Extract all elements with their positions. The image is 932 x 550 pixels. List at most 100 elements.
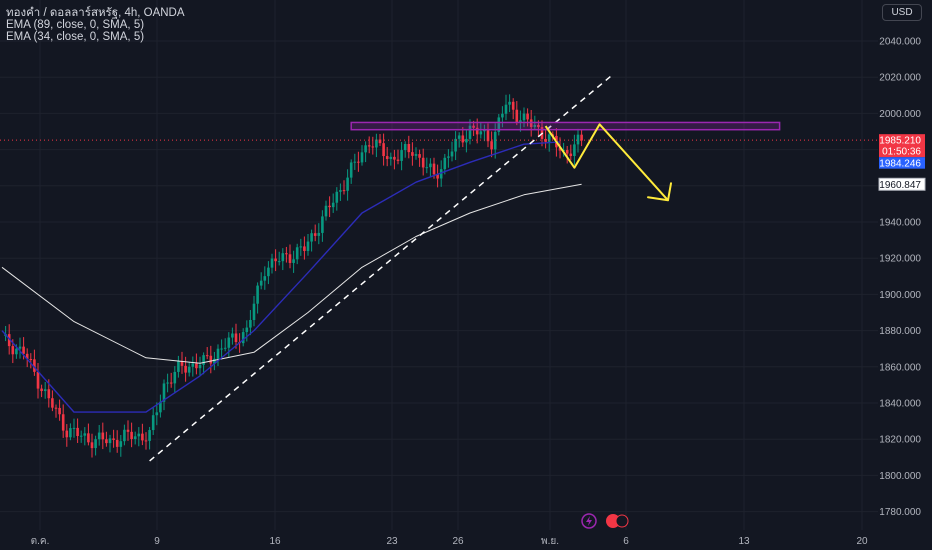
candle-body	[439, 169, 443, 179]
candle-body	[227, 337, 231, 348]
us-flag-event-icon[interactable]	[606, 514, 620, 528]
candle-body	[263, 276, 267, 281]
y-axis-label: 1920.000	[879, 254, 921, 265]
candle-body	[18, 346, 22, 349]
candle-body	[108, 438, 112, 444]
candle-body	[223, 347, 227, 349]
candle-body	[306, 241, 310, 251]
y-axis-label: 2040.000	[879, 37, 921, 48]
x-axis-label: 16	[269, 536, 281, 547]
candle-body	[403, 143, 407, 151]
candle-body	[54, 407, 58, 409]
last-price-tag-text: 01:50:36	[882, 147, 921, 158]
y-axis-label: 1840.000	[879, 399, 921, 410]
us-flag-event-icon-2[interactable]	[615, 514, 629, 528]
candle-body	[454, 138, 457, 152]
candle-body	[511, 101, 515, 110]
candle-body	[191, 363, 195, 367]
candle-body	[166, 382, 169, 384]
candle-body	[522, 113, 526, 121]
candle-body	[331, 202, 335, 208]
last-price-tag	[879, 134, 925, 158]
x-axis-label: 6	[623, 536, 629, 547]
candle-body	[177, 361, 180, 372]
candle-body	[187, 366, 191, 373]
candle-body	[533, 124, 537, 127]
candle-body	[256, 285, 259, 304]
candle-body	[245, 327, 249, 333]
candle-body	[411, 152, 414, 156]
candle-body	[515, 109, 519, 123]
candle-body	[450, 151, 454, 157]
x-axis-label: ต.ค.	[31, 536, 50, 547]
candle-body	[205, 355, 209, 357]
candle-body	[310, 233, 313, 242]
candle-body	[155, 412, 159, 416]
y-axis-label: 1880.000	[879, 326, 921, 337]
candle-body	[101, 432, 105, 440]
x-axis-label: 23	[386, 536, 398, 547]
candle-body	[504, 104, 508, 114]
candle-body	[407, 143, 411, 153]
candle-body	[36, 371, 40, 389]
candle-body	[526, 113, 529, 120]
candle-body	[317, 232, 321, 236]
candle-body	[259, 280, 263, 286]
candle-body	[519, 120, 522, 123]
candle-body	[43, 389, 47, 392]
candle-body	[220, 348, 223, 350]
x-axis-label: 26	[452, 536, 464, 547]
candle-body	[475, 127, 479, 135]
candle-body	[457, 135, 461, 139]
resistance-zone	[350, 121, 781, 131]
x-axis-label: 9	[154, 536, 160, 547]
candle-body	[180, 361, 184, 366]
candle-body	[396, 159, 400, 161]
candle-body	[346, 177, 349, 191]
y-axis-label: 1820.000	[879, 435, 921, 446]
candle-body	[267, 267, 270, 277]
ema89-price-tag	[878, 177, 926, 191]
candle-body	[357, 161, 360, 163]
currency-button[interactable]: USD	[882, 4, 922, 21]
x-axis-label: 20	[856, 536, 868, 547]
candle-body	[490, 141, 493, 150]
candle-body	[285, 253, 288, 255]
last-price-tag-text: 1985.210	[879, 136, 921, 147]
lightning-event-icon[interactable]	[581, 513, 597, 529]
candle-body	[47, 389, 51, 399]
x-axis-label: พ.ย.	[541, 536, 559, 547]
candle-body	[313, 233, 317, 236]
candle-body	[22, 346, 25, 354]
candle-body	[270, 258, 274, 268]
candle-body	[281, 253, 285, 262]
y-axis-label: 1900.000	[879, 290, 921, 301]
candle-body	[151, 415, 155, 431]
candle-body	[414, 154, 418, 156]
symbol-title: ทองคำ / ดอลลาร์สหรัฐ, 4h, OANDA	[6, 7, 185, 19]
candle-body	[321, 216, 324, 233]
candle-body	[162, 383, 166, 402]
candle-body	[421, 157, 425, 168]
candle-body	[385, 156, 389, 159]
candle-body	[274, 258, 277, 262]
candle-body	[126, 429, 130, 432]
candle-body	[367, 145, 371, 147]
candle-body	[90, 442, 94, 449]
candle-body	[202, 355, 205, 365]
candle-body	[252, 303, 256, 320]
candle-body	[393, 156, 396, 160]
candle-body	[472, 125, 475, 128]
chart-legend: ทองคำ / ดอลลาร์สหรัฐ, 4h, OANDA EMA (89,…	[6, 7, 185, 43]
candle-body	[105, 439, 108, 444]
candle-body	[565, 150, 569, 154]
candle-body	[537, 124, 540, 128]
candle-body	[241, 332, 245, 344]
projection-arrowhead	[647, 182, 672, 202]
candle-body	[119, 441, 123, 447]
candle-body	[558, 147, 562, 151]
candle-body	[169, 382, 173, 384]
candle-body	[328, 205, 331, 208]
candle-body	[295, 247, 299, 260]
